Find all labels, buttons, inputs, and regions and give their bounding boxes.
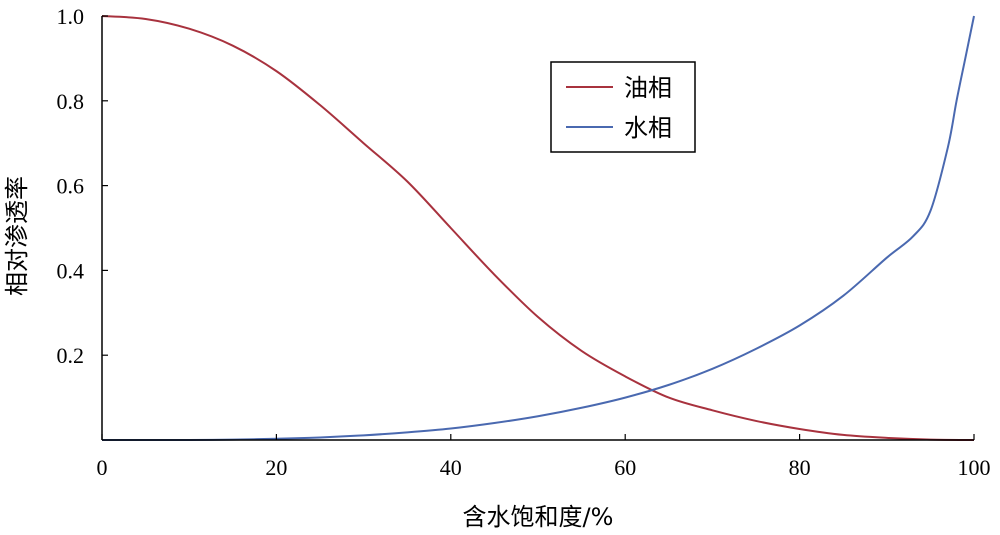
legend-label-oil: 油相 xyxy=(624,74,672,102)
x-tick-label: 100 xyxy=(958,455,991,480)
x-tick-label: 80 xyxy=(789,455,811,480)
plot-area xyxy=(101,15,975,442)
legend: 油相 水相 xyxy=(550,61,696,153)
x-tick-label: 40 xyxy=(440,455,462,480)
x-tick-label: 20 xyxy=(265,455,287,480)
legend-box xyxy=(550,61,696,153)
axes: 0 20 40 60 80 100 0.2 0.4 0.6 0.8 1.0 xyxy=(57,4,991,480)
x-tick-label: 0 xyxy=(97,455,108,480)
y-tick-label: 1.0 xyxy=(57,4,85,29)
y-axis-title: 相对渗透率 xyxy=(3,176,31,296)
y-tick-label: 0.2 xyxy=(57,343,85,368)
x-tick-label: 60 xyxy=(614,455,636,480)
y-tick-label: 0.6 xyxy=(57,174,85,199)
water-phase-line xyxy=(102,15,975,442)
x-axis-title: 含水饱和度/% xyxy=(463,503,614,531)
legend-label-water: 水相 xyxy=(624,114,672,142)
oil-phase-line xyxy=(101,15,975,441)
y-tick-label: 0.4 xyxy=(57,258,85,283)
y-tick-label: 0.8 xyxy=(57,89,85,114)
